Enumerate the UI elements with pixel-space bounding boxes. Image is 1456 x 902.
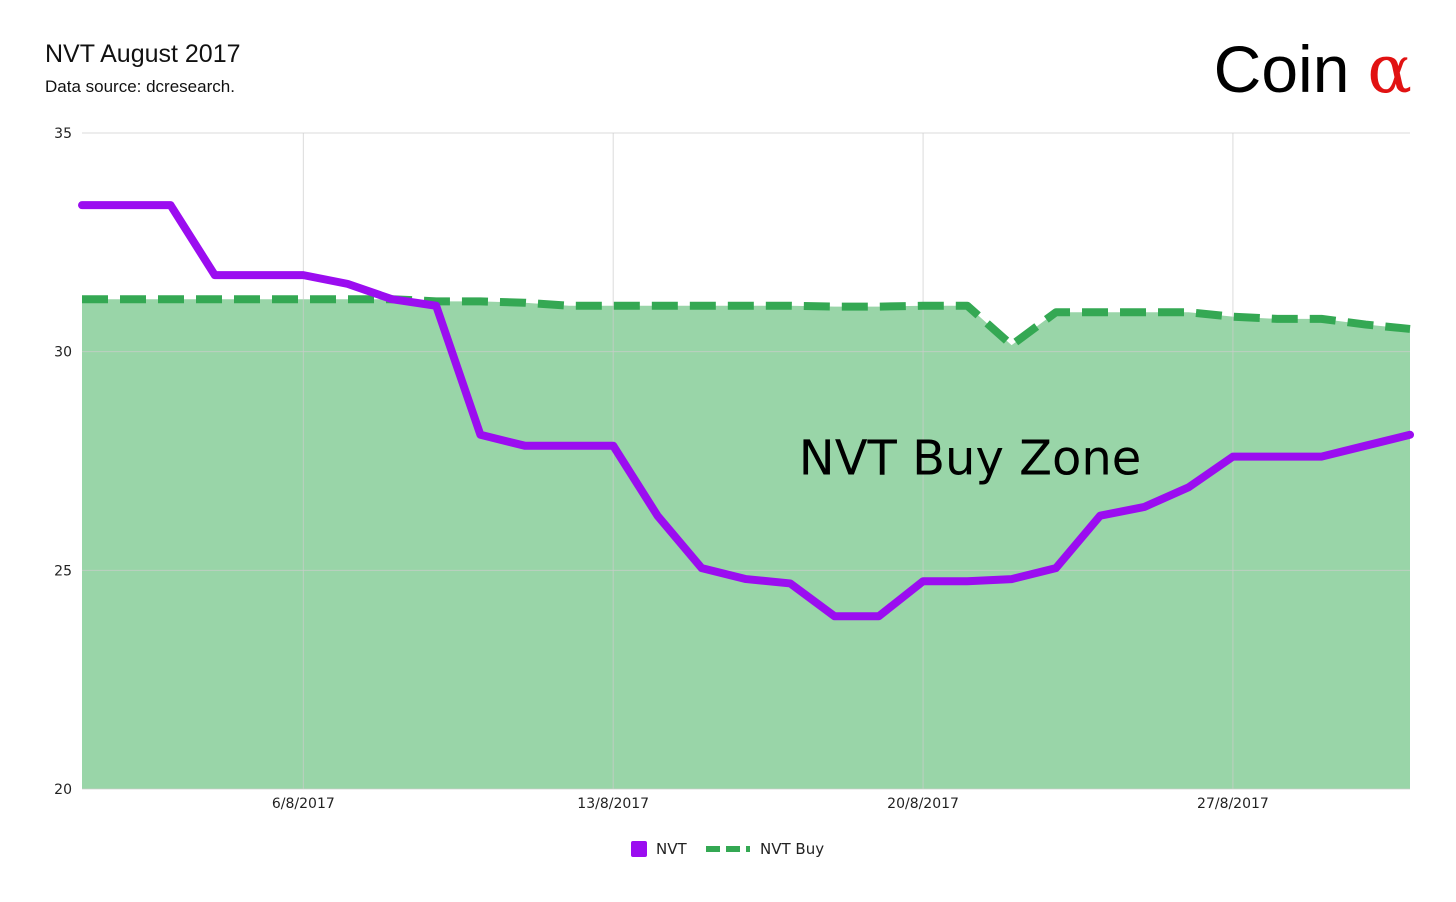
nvt-buy-point: [743, 303, 749, 309]
nvt-buy-point: [212, 296, 218, 302]
nvt-buy-line: [82, 295, 1411, 350]
nvt-buy-point: [1318, 316, 1324, 322]
nvt-point: [1097, 513, 1103, 519]
x-tick-label: 6/8/2017: [272, 796, 335, 812]
nvt-point: [1141, 504, 1147, 510]
nvt-buy-point: [699, 303, 705, 309]
nvt-buy-point: [1141, 309, 1147, 315]
nvt-buy-zone-area: [82, 299, 1410, 789]
nvt-point: [1053, 565, 1059, 571]
y-tick-label-30: 30: [54, 345, 72, 361]
nvt-buy-point: [964, 303, 970, 309]
nvt-buy-point: [876, 304, 882, 310]
nvt-buy-point: [256, 296, 262, 302]
nvt-point: [1363, 443, 1369, 449]
nvt-buy-point: [79, 296, 85, 302]
nvt-point: [654, 513, 660, 519]
nvt-point: [79, 202, 85, 208]
nvt-point: [300, 272, 306, 278]
nvt-buy-point: [1274, 316, 1280, 322]
nvt-point: [345, 281, 351, 287]
nvt-buy-point: [920, 303, 926, 309]
nvt-point: [566, 443, 572, 449]
y-tick-label-20: 20: [54, 782, 72, 798]
y-tick-label-25: 25: [54, 563, 72, 579]
nvt-point: [920, 578, 926, 584]
nvt-buy-point: [1230, 314, 1236, 320]
series-lines: [78, 201, 1414, 621]
nvt-buy-point: [123, 296, 129, 302]
x-tick-label: 20/8/2017: [887, 796, 959, 812]
nvt-point: [1186, 484, 1192, 490]
nvt-buy-point: [832, 304, 838, 310]
chart-subtitle: Data source: dcresearch.: [45, 77, 235, 96]
nvt-buy-point: [522, 300, 528, 306]
nvt-point: [256, 272, 262, 278]
x-tick-label: 27/8/2017: [1197, 796, 1269, 812]
nvt-buy-point: [566, 303, 572, 309]
nvt-point: [522, 443, 528, 449]
nvt-point: [1009, 576, 1015, 582]
legend-nvt-buy-label: NVT Buy: [760, 840, 824, 858]
nvt-buy-point: [433, 298, 439, 304]
nvt-point: [1318, 454, 1324, 460]
nvt-buy-point: [1097, 309, 1103, 315]
nvt-buy-point: [1407, 326, 1413, 332]
nvt-point: [1274, 454, 1280, 460]
axis-ticks: 20 25 30 35 6/8/2017 13/8/2017 20/8/2017 27/8/2…: [54, 126, 1269, 812]
annotations: NVT Buy Zone: [799, 431, 1142, 487]
nvt-point: [876, 613, 882, 619]
nvt-buy-point: [1363, 322, 1369, 328]
nvt-point: [610, 443, 616, 449]
brand-word: Coin: [1213, 32, 1350, 106]
nvt-point: [477, 432, 483, 438]
nvt-point: [123, 202, 129, 208]
buy-zone-annotation: NVT Buy Zone: [799, 431, 1142, 487]
chart-title: NVT August 2017: [45, 40, 241, 68]
nvt-buy-point: [168, 296, 174, 302]
nvt-point: [832, 613, 838, 619]
nvt-point: [699, 565, 705, 571]
nvt-buy-point: [389, 296, 395, 302]
nvt-point: [168, 202, 174, 208]
buy-zone-fill-layer: [82, 299, 1410, 789]
brand-alpha-symbol: α: [1367, 31, 1412, 108]
nvt-line: [78, 201, 1414, 621]
nvt-point: [1230, 454, 1236, 460]
x-tick-label: 13/8/2017: [577, 796, 649, 812]
legend-nvt-swatch: [631, 841, 647, 857]
brand-logo: Coin α: [1214, 28, 1412, 111]
nvt-point: [1407, 432, 1413, 438]
nvt-buy-point: [1009, 342, 1015, 348]
nvt-point: [212, 272, 218, 278]
nvt-buy-point: [654, 303, 660, 309]
nvt-buy-point: [610, 303, 616, 309]
nvt-buy-point: [477, 298, 483, 304]
nvt-point: [787, 580, 793, 586]
nvt-buy-point: [345, 296, 351, 302]
nvt-buy-point: [300, 296, 306, 302]
y-tick-label-35: 35: [54, 126, 72, 142]
nvt-buy-point: [1186, 309, 1192, 315]
legend: NVT NVT Buy: [631, 840, 824, 858]
nvt-point: [964, 578, 970, 584]
nvt-point: [743, 576, 749, 582]
legend-nvt-label: NVT: [656, 840, 687, 858]
nvt-buy-point: [787, 303, 793, 309]
nvt-buy-point: [1053, 309, 1059, 315]
